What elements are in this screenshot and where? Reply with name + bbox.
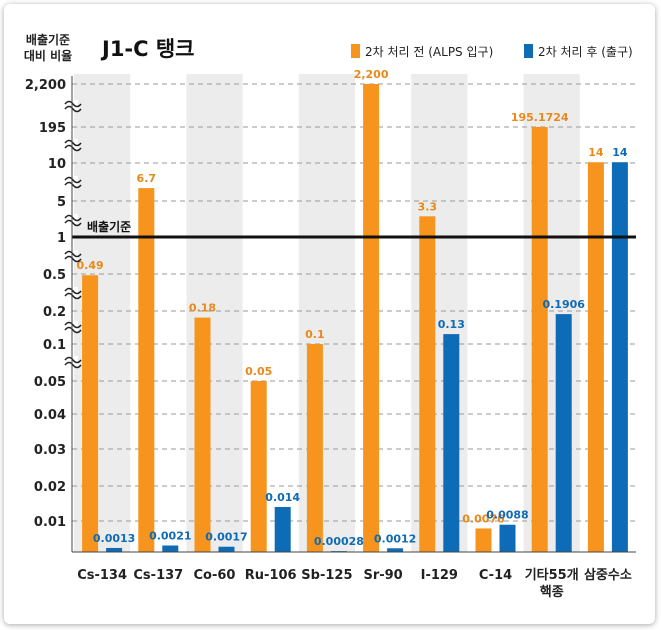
bar [443,334,460,552]
x-tick-label: 핵종 [540,584,564,600]
y-tick-label: 10 [48,157,66,172]
axis-break-mark [64,250,82,258]
data-label: 3.3 [418,200,438,213]
axis-break-mark [64,321,82,329]
legend-swatch [524,44,533,58]
reference-line-label: 배출기준 [87,219,131,234]
y-tick-label: 0.01 [34,515,66,530]
data-label: 0.18 [189,302,216,315]
y-tick-label: 0.04 [34,408,66,423]
data-label: 0.00028 [314,535,364,548]
axis-break-mark [64,255,82,263]
data-label: 195.1724 [511,111,569,124]
data-label: 0.1 [305,328,325,341]
data-label: 0.05 [245,365,272,378]
x-tick-label: Cs-134 [77,568,127,583]
bar [587,162,604,552]
y-tick-label: 0.03 [34,443,66,458]
bar [218,546,235,552]
y-tick-label: 2,200 [25,78,66,93]
axis-break-mark [64,326,82,334]
axis-break-mark [64,287,82,295]
axis-break-mark [64,176,82,184]
axis-break-mark [64,292,82,300]
bar [611,162,628,552]
bar [555,314,572,552]
x-tick-label: Cs-137 [133,568,183,583]
axis-break-mark [64,219,82,227]
y-axis-label: 배출기준 [26,32,70,47]
chart-card: J1-C 탱크 배출기준 대비 비율 2차 처리 전 (ALPS 입구) 2차 처리 후… [4,4,655,624]
x-tick-label: 기타55개 [525,567,579,583]
bar [82,275,99,552]
bar [419,216,436,553]
data-label: 0.014 [265,491,300,504]
bar [306,344,323,552]
data-label: 0.0013 [93,532,135,545]
bar [363,84,380,552]
legend-entry: 2차 처리 후 (출구) [538,45,633,59]
bar [162,545,179,552]
legend-swatch [351,44,360,58]
bar [194,317,211,552]
data-label: 0.0076 [462,512,505,525]
axis-break-mark [64,100,82,108]
data-label: 0.0017 [205,531,247,544]
chart-title: J1-C 탱크 [100,37,195,61]
data-label: 0.13 [438,318,465,331]
bar [106,547,123,552]
y-tick-label: 0.5 [43,268,66,283]
bar [250,381,267,552]
data-label: 6.7 [137,172,157,185]
data-label: 0.1906 [542,298,585,311]
axis-break-mark [64,361,82,369]
x-tick-label: C-14 [479,568,512,583]
x-tick-label: I-129 [421,568,458,583]
y-tick-label: 5 [57,195,66,210]
data-label: 2,200 [354,68,389,81]
y-tick-label: 1 [57,231,66,246]
bar [138,188,155,552]
x-tick-label: Ru-106 [245,568,297,583]
y-tick-label: 0.1 [43,338,66,353]
bar [499,524,516,552]
bar [387,548,404,552]
y-tick-label: 0.05 [34,375,66,390]
y-axis-label: 대비 비율 [24,48,72,63]
y-tick-label: 0.02 [34,480,66,495]
x-tick-label: 삼중수소 [584,567,632,583]
axis-break-mark [64,356,82,364]
x-tick-label: Co-60 [194,568,236,583]
data-label: 14 [612,146,628,159]
x-tick-label: Sr-90 [363,568,402,583]
axis-break-mark [64,214,82,222]
legend-entry: 2차 처리 전 (ALPS 입구) [365,45,493,59]
data-label: 0.0012 [374,532,416,545]
x-tick-label: Sb-125 [301,568,352,583]
bar [274,507,291,552]
axis-break-mark [64,139,82,147]
y-tick-label: 0.2 [43,305,66,320]
y-tick-label: 195 [39,121,66,136]
data-label: 0.49 [77,259,104,272]
bar [531,126,548,552]
bar [475,528,492,552]
data-label: 0.0021 [149,529,191,542]
axis-break-mark [64,181,82,189]
axis-break-mark [64,105,82,113]
data-label: 14 [588,146,604,159]
axis-break-mark [64,144,82,152]
data-label: 0.0088 [486,509,528,522]
